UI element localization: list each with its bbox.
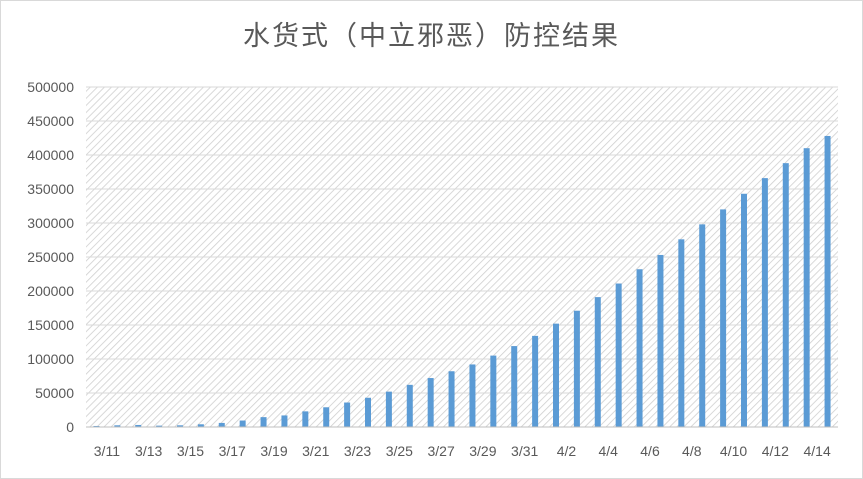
bar xyxy=(344,402,351,427)
bar xyxy=(281,415,288,427)
x-tick-label: 3/11 xyxy=(94,443,120,459)
y-tick-label: 500000 xyxy=(27,79,74,95)
x-tick-label: 3/27 xyxy=(427,443,454,459)
y-tick-label: 450000 xyxy=(27,113,74,129)
y-tick-label: 150000 xyxy=(27,317,74,333)
bar xyxy=(678,239,685,427)
bar xyxy=(553,323,559,427)
bar xyxy=(323,407,330,427)
x-tick-label: 3/17 xyxy=(219,443,246,459)
x-tick-label: 3/15 xyxy=(177,443,204,459)
y-tick-label: 200000 xyxy=(27,283,74,299)
bar xyxy=(302,411,309,427)
bar xyxy=(532,335,539,427)
bar xyxy=(239,420,246,427)
x-tick-label: 4/10 xyxy=(720,443,747,459)
bar xyxy=(197,424,204,427)
bar xyxy=(511,346,518,427)
x-tick-label: 3/13 xyxy=(135,443,162,459)
bar xyxy=(177,425,183,427)
bar xyxy=(615,283,622,427)
bar xyxy=(385,391,392,427)
y-tick-label: 0 xyxy=(66,419,74,435)
bar xyxy=(218,422,225,427)
bar xyxy=(657,254,664,427)
bar xyxy=(156,425,163,427)
bar xyxy=(114,425,121,427)
bar xyxy=(365,397,371,427)
x-tick-label: 4/12 xyxy=(762,443,789,459)
x-tick-label: 4/6 xyxy=(640,443,660,459)
bar xyxy=(135,424,142,427)
x-tick-label: 3/25 xyxy=(386,443,413,459)
x-tick-label: 4/8 xyxy=(682,443,702,459)
x-tick-label: 3/19 xyxy=(260,443,287,459)
y-tick-label: 300000 xyxy=(27,215,74,231)
bar xyxy=(469,364,476,427)
y-tick-label: 100000 xyxy=(27,351,74,367)
bar xyxy=(93,425,100,427)
x-tick-label: 4/4 xyxy=(598,443,618,459)
bar xyxy=(782,163,789,427)
x-tick-label: 3/31 xyxy=(511,443,538,459)
chart-title: 水货式（中立邪恶）防控结果 xyxy=(243,21,620,52)
x-tick-label: 3/23 xyxy=(344,443,371,459)
bar xyxy=(741,193,747,427)
bar xyxy=(448,371,455,427)
bar xyxy=(260,417,267,427)
x-tick-label: 4/2 xyxy=(557,443,577,459)
x-tick-label: 4/14 xyxy=(803,443,830,459)
bar xyxy=(573,310,580,427)
bar xyxy=(406,384,413,427)
bar xyxy=(803,148,810,427)
bar xyxy=(720,209,727,427)
bar xyxy=(761,178,768,427)
bar xyxy=(699,224,706,427)
bar xyxy=(427,378,434,427)
bar xyxy=(824,135,831,427)
bar xyxy=(636,269,643,427)
bar xyxy=(490,355,497,427)
x-tick-label: 3/29 xyxy=(469,443,496,459)
bar xyxy=(594,297,601,427)
y-tick-label: 350000 xyxy=(27,181,74,197)
x-tick-label: 3/21 xyxy=(302,443,329,459)
y-tick-label: 400000 xyxy=(27,147,74,163)
y-tick-label: 50000 xyxy=(35,385,74,401)
y-tick-label: 250000 xyxy=(27,249,74,265)
